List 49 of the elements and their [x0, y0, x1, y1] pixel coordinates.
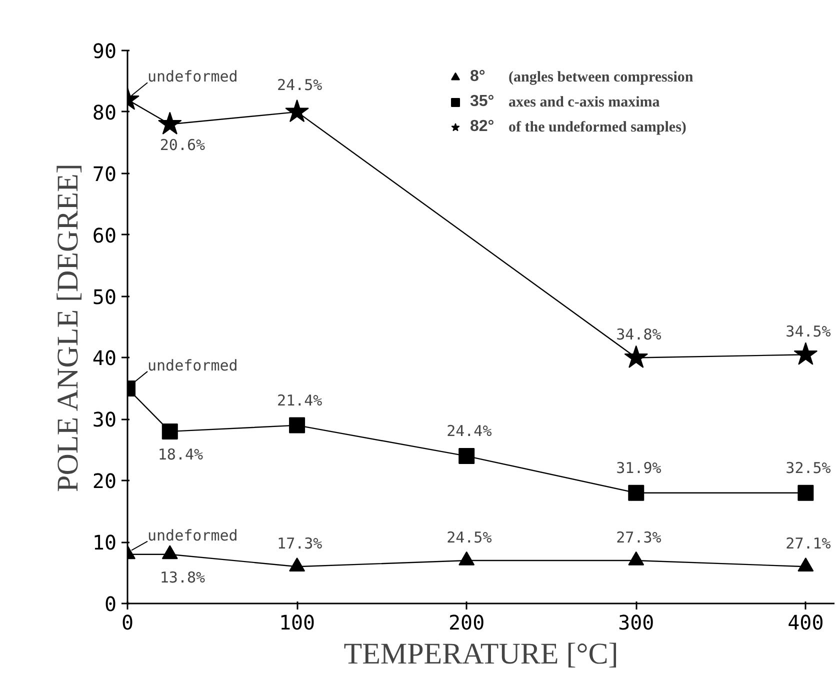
annotation: 18.4%	[158, 445, 204, 464]
annotation: 32.5%	[786, 458, 831, 477]
annotation: 34.8%	[616, 326, 662, 344]
point	[798, 557, 814, 572]
annotation: undeformed	[148, 68, 238, 86]
annotation: 13.8%	[160, 568, 206, 586]
x-tick-label: 200	[448, 610, 485, 634]
point	[628, 551, 644, 566]
x-tick-label: 100	[278, 610, 316, 634]
annotation: 17.3%	[277, 534, 322, 553]
x-tick-label: 300	[618, 610, 654, 634]
y-tick-label: 20	[92, 469, 117, 494]
annotation: of the undeformed samples)	[508, 120, 686, 136]
point	[162, 545, 178, 560]
annotation: 34.5%	[786, 322, 831, 341]
annotation: undeformed	[148, 526, 238, 544]
y-tick-label: 0	[104, 592, 117, 616]
point	[158, 112, 182, 134]
annotation: 24.5%	[277, 76, 322, 94]
annotation: 20.6%	[160, 136, 206, 154]
point	[289, 557, 306, 572]
annotation: 24.4%	[446, 422, 492, 440]
legend-label: 82°	[470, 117, 494, 137]
legend-label: 35°	[470, 92, 494, 112]
annotation: 27.3%	[616, 528, 662, 546]
y-tick-label: 50	[92, 284, 117, 309]
point	[458, 551, 475, 566]
annotation: (angles between compression	[508, 70, 694, 86]
annotation: 21.4%	[277, 391, 322, 410]
legend-label: 8°	[470, 67, 486, 87]
annotation: 24.5%	[446, 528, 492, 546]
y-tick-label: 60	[92, 223, 117, 248]
x-tick-label: 400	[788, 610, 824, 634]
y-tick-label: 30	[92, 408, 117, 432]
y-axis-title: POLE ANGLE [DEGREE]	[51, 164, 84, 492]
y-tick-label: 40	[92, 346, 117, 370]
y-tick-label: 90	[92, 39, 117, 63]
x-tick-label: 0	[121, 610, 134, 634]
x-axis-title: TEMPERATURE [°C]	[344, 638, 618, 670]
point	[624, 345, 648, 368]
point	[285, 99, 309, 122]
annotation: 27.1%	[786, 534, 831, 553]
annotation: axes and c-axis maxima	[508, 94, 660, 110]
y-tick-label: 10	[92, 530, 117, 555]
annotation: 31.9%	[616, 458, 662, 477]
point	[794, 342, 818, 365]
y-tick-label: 70	[92, 162, 117, 186]
annotation: undeformed	[148, 356, 238, 374]
y-tick-label: 80	[92, 100, 117, 124]
